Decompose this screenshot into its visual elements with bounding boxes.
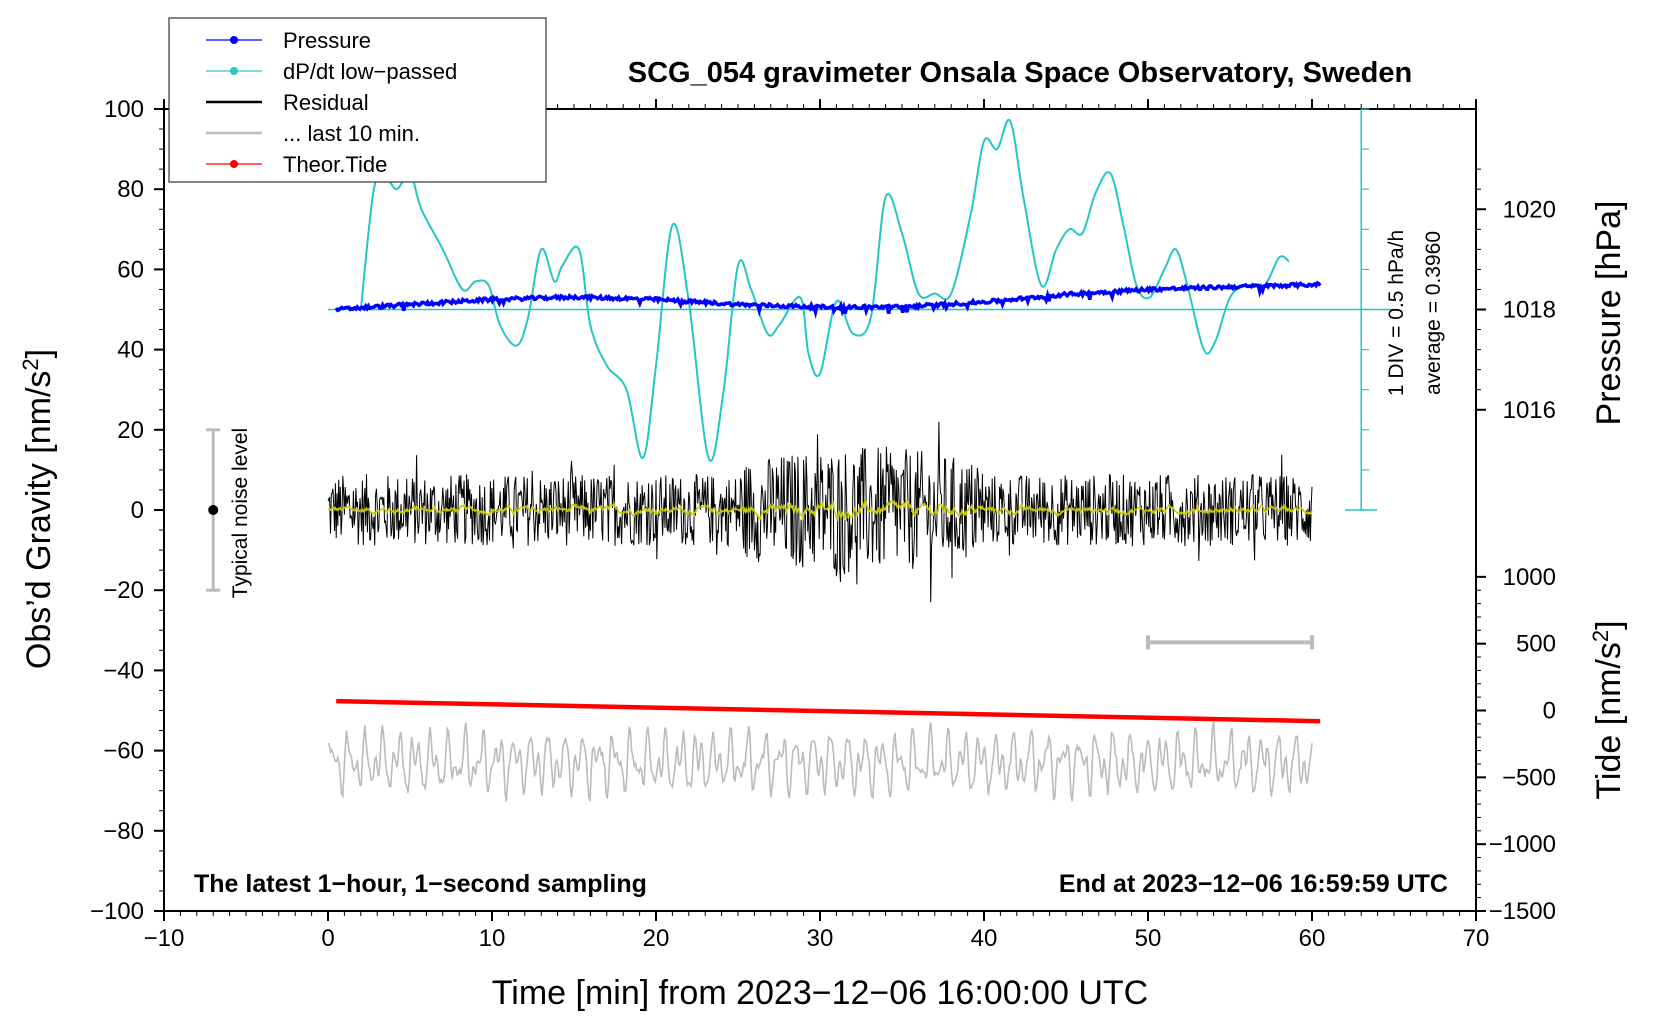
x-tick-label: 70 [1463,925,1490,952]
noise-bar-dot [208,505,219,515]
legend-label: Theor.Tide [283,152,387,177]
legend-marker [230,36,238,44]
x-tick-label: 0 [321,925,334,952]
y-tick-label: −60 [103,738,144,765]
pressure-tick-label: 1018 [1503,297,1556,324]
tide-tick-label: −1500 [1489,898,1556,925]
x-tick-label: 30 [807,925,834,952]
tide-tick-label: −500 [1502,764,1556,791]
dpdt-line [359,118,1290,462]
pressure-axis-title: Pressure [hPa] [1590,201,1628,426]
legend-label: dP/dt low−passed [283,59,457,84]
x-tick-label: 20 [643,925,670,952]
last-10-min-line [327,721,1313,802]
y-tick-label: −100 [90,898,144,925]
legend: Pressure dP/dt low−passed Residual ... last… [168,17,547,183]
noise-level-label: Typical noise level [229,428,252,598]
tide-tick-label: 0 [1543,698,1556,725]
tide-tick-label: −1000 [1489,831,1556,858]
pressure-tick-label: 1016 [1503,397,1556,424]
legend-marker [230,67,238,75]
y-tick-label: −80 [103,818,144,845]
x-tick-label: 40 [971,925,998,952]
x-tick-label: 10 [479,925,506,952]
y-tick-label: 0 [131,497,144,524]
dpdt-scale-label: 1 DIV = 0.5 hPa/h [1385,230,1408,396]
x-tick-label: 60 [1299,925,1326,952]
residual-smoothed-line [327,499,1313,523]
series-layer [206,108,1394,802]
y-tick-label: 60 [117,256,144,283]
y-tick-label: 20 [117,417,144,444]
residual-line [327,421,1313,603]
y-tick-label: 80 [117,176,144,203]
pressure-tick-label: 1020 [1503,196,1556,223]
x-tick-label: −10 [144,925,185,952]
theor-tide-line [336,698,1321,724]
dpdt-average-label: average = 0.3960 [1422,231,1445,395]
axis-ticks: −10 0 10 20 30 40 50 60 70100806040200−20−40−60−… [90,96,1556,952]
y-tick-label: −20 [103,577,144,604]
pressure-line [334,280,1322,320]
x-tick-label: 50 [1135,925,1162,952]
tide-tick-label: 500 [1516,631,1556,658]
tide-tick-label: 1000 [1503,564,1556,591]
legend-marker [230,160,238,168]
y-tick-label: −40 [103,657,144,684]
legend-label: ... last 10 min. [283,121,420,146]
y-tick-label: 100 [104,96,144,123]
end-time-note: End at 2023−12−06 16:59:59 UTC [1059,870,1448,898]
sampling-note: The latest 1−hour, 1−second sampling [194,870,647,898]
y-tick-label: 40 [117,337,144,364]
legend-label: Pressure [283,28,371,53]
legend-label: Residual [283,90,369,115]
y-axis-title: Obs’d Gravity [nm/s2] [18,349,59,669]
x-axis-title: Time [min] from 2023−12−06 16:00:00 UTC [492,974,1148,1012]
chart-title: SCG_054 gravimeter Onsala Space Observat… [628,57,1412,89]
tide-axis-title: Tide [nm/s2] [1588,620,1629,799]
legend-box [168,17,547,183]
